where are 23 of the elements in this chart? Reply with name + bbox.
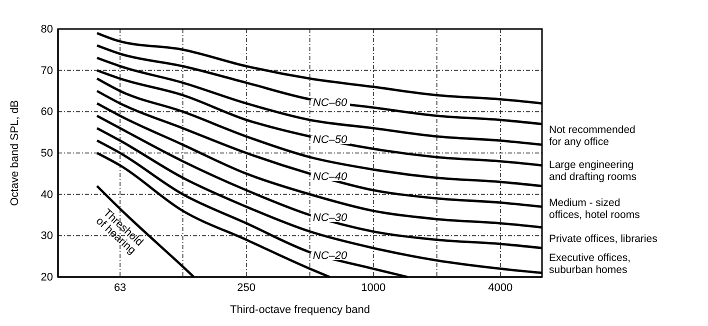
y-tick-label: 20 (40, 272, 53, 284)
y-tick-label: 50 (40, 148, 53, 160)
text: Medium - sized offices, hotel rooms (549, 197, 640, 221)
annotation: NC–40 (312, 171, 348, 183)
text: Private offices, libraries (549, 233, 658, 245)
annotation: NC–20 (312, 250, 348, 262)
y-tick-label: 30 (40, 230, 53, 242)
annotation: NC–30 (312, 212, 348, 224)
x-tick-label: 1000 (361, 282, 386, 294)
x-tick-label: 250 (237, 282, 256, 294)
y-axis-title: Octave band SPL, dB (9, 100, 21, 206)
text: Large engineering and drafting rooms (549, 159, 637, 183)
y-tick-label: 60 (40, 106, 53, 118)
y-tick-label: 70 (40, 64, 53, 77)
y-tick-label: 40 (40, 188, 53, 201)
x-axis-title: Third-octave frequency band (230, 304, 370, 316)
x-tick-label: 63 (114, 282, 126, 294)
y-tick-label: 80 (40, 24, 53, 36)
text: Not recommended for any office (549, 124, 636, 148)
text: Executive offices, suburban homes (549, 252, 631, 276)
annotation: NC–60 (312, 97, 348, 109)
annotation: NC–50 (312, 134, 348, 146)
x-tick-label: 4000 (488, 282, 513, 294)
